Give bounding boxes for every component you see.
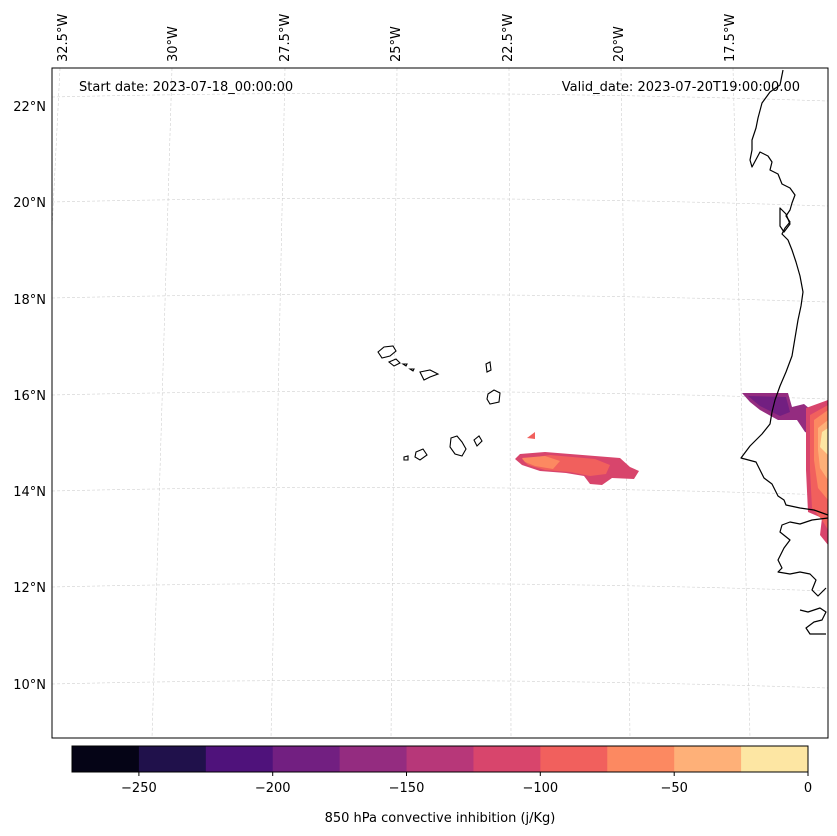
valid-date-label: Valid_date: 2023-07-20T19:00:00.00 — [562, 80, 800, 95]
lon-label: 22.5°W — [501, 14, 516, 62]
colorbar-swatch — [406, 746, 474, 772]
lat-label: 20°N — [13, 196, 46, 211]
lon-label: 30°W — [166, 26, 181, 62]
colorbar-swatch — [272, 746, 341, 772]
cin-field — [515, 393, 828, 545]
lon-label: 25°W — [389, 26, 404, 62]
colorbar-tick-label: −200 — [255, 781, 291, 796]
colorbar-swatch — [674, 746, 742, 772]
lat-label: 18°N — [13, 293, 46, 308]
colorbar-swatch — [607, 746, 675, 772]
cin-field-central-dot — [527, 432, 535, 439]
cin-field-east-dark — [748, 396, 790, 416]
lat-label: 12°N — [13, 581, 46, 596]
colorbar: −250 −200 −150 −100 −50 0 850 hPa convec… — [71, 745, 812, 826]
lat-labels: 22°N 20°N 18°N 16°N 14°N 12°N 10°N — [13, 100, 46, 693]
colorbar-swatch — [741, 746, 809, 772]
map-panel — [51, 67, 829, 739]
colorbar-tick-label: −250 — [121, 781, 157, 796]
colorbar-swatch — [540, 746, 608, 772]
lon-labels: 32.5°W 30°W 27.5°W 25°W 22.5°W 20°W 17.5… — [56, 14, 738, 62]
lat-label: 22°N — [13, 100, 46, 115]
colorbar-tick-label: −50 — [660, 781, 687, 796]
colorbar-tick-label: 0 — [804, 781, 812, 796]
colorbar-tick-label: −100 — [522, 781, 558, 796]
colorbar-swatches — [72, 746, 809, 772]
colorbar-swatch — [339, 746, 408, 772]
colorbar-swatch — [138, 746, 207, 772]
lon-label: 32.5°W — [56, 14, 71, 62]
cin-field-central-light — [522, 456, 560, 469]
lat-label: 10°N — [13, 678, 46, 693]
cin-field-east-palest — [820, 428, 828, 455]
colorbar-ticks: −250 −200 −150 −100 −50 0 — [121, 772, 812, 796]
lat-label: 14°N — [13, 485, 46, 500]
colorbar-label: 850 hPa convective inhibition (j/Kg) — [325, 811, 556, 826]
colorbar-swatch — [205, 746, 274, 772]
lon-label: 17.5°W — [723, 14, 738, 62]
graticule — [51, 67, 829, 739]
colorbar-swatch — [72, 746, 140, 772]
start-date-label: Start date: 2023-07-18_00:00:00 — [79, 80, 293, 95]
lat-label: 16°N — [13, 389, 46, 404]
colorbar-tick-label: −150 — [389, 781, 425, 796]
lon-label: 20°W — [612, 26, 627, 62]
cape-verde-islands — [377, 345, 501, 461]
colorbar-swatch — [473, 746, 541, 772]
coastline — [740, 69, 829, 635]
lon-label: 27.5°W — [278, 14, 293, 62]
colorbar-frame — [71, 745, 809, 773]
map-frame — [51, 67, 829, 739]
